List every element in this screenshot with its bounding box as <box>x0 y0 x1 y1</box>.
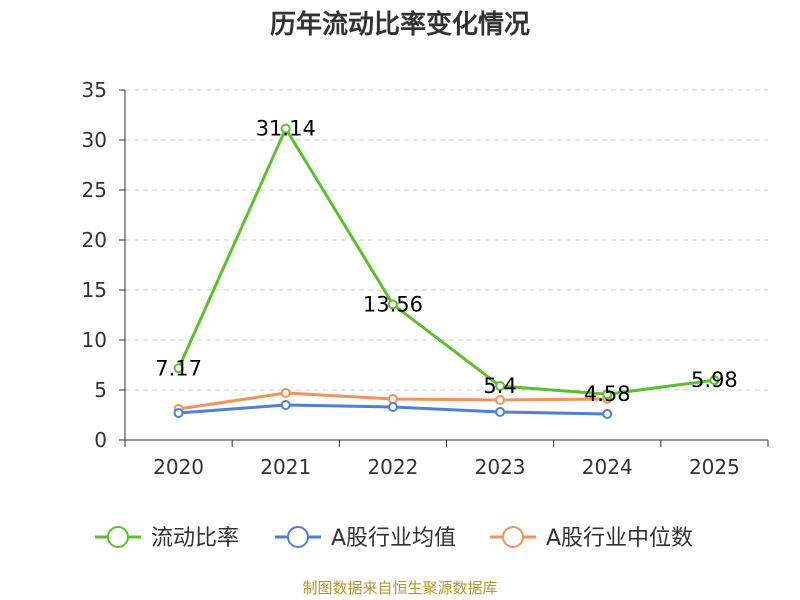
x-tick-label: 2024 <box>582 455 633 479</box>
data-labels: 7.17 31.14 13.56 5.4 4.58 5.98 <box>155 117 738 407</box>
legend-label: A股行业中位数 <box>546 526 693 551</box>
y-tick-label: 0 <box>94 428 107 452</box>
data-point <box>280 400 291 410</box>
y-tick-label: 25 <box>82 178 107 202</box>
series <box>173 123 720 419</box>
data-point <box>280 123 291 134</box>
data-point <box>495 381 506 391</box>
data-point <box>602 389 613 400</box>
legend-label: 流动比率 <box>151 526 239 551</box>
data-point <box>387 402 398 412</box>
grid-lines <box>125 89 768 391</box>
legend-item[interactable]: 流动比率 <box>95 526 239 551</box>
x-tick-label: 2025 <box>689 455 740 479</box>
legend-marker-icon <box>287 526 309 548</box>
x-tick-label: 2023 <box>475 455 526 479</box>
data-label: 13.56 <box>363 292 423 316</box>
data-point <box>387 394 398 404</box>
data-point <box>280 388 291 398</box>
series-line <box>177 127 715 396</box>
data-label: 7.17 <box>155 356 202 380</box>
data-point <box>173 408 184 418</box>
legend-item[interactable]: A股行业均值 <box>275 526 456 551</box>
legend-marker-icon <box>502 526 524 548</box>
legend: 流动比率 A股行业均值 A股行业中位数 <box>95 526 693 551</box>
x-tick-label: 2020 <box>153 455 204 479</box>
data-label: 4.58 <box>584 382 631 406</box>
footer-source: 制图数据来自恒生聚源数据库 <box>302 579 497 597</box>
legend-marker-icon <box>107 526 129 548</box>
y-tick-label: 10 <box>82 328 107 352</box>
y-tick-label: 35 <box>82 78 107 102</box>
legend-label: A股行业均值 <box>331 526 456 551</box>
data-point <box>709 375 720 386</box>
x-tick-label: 2022 <box>367 455 418 479</box>
data-point <box>387 299 398 310</box>
data-point <box>495 407 506 417</box>
y-tick-label: 30 <box>82 128 107 152</box>
y-tick-label: 5 <box>94 378 107 402</box>
y-tick-label: 20 <box>82 228 107 252</box>
data-point <box>173 363 184 374</box>
data-label: 5.98 <box>691 368 738 392</box>
x-tick-label: 2021 <box>260 455 311 479</box>
legend-item[interactable]: A股行业中位数 <box>490 526 693 551</box>
data-point <box>495 395 506 405</box>
y-tick-label: 15 <box>82 278 107 302</box>
data-label: 5.4 <box>483 374 516 398</box>
data-label: 31.14 <box>256 117 316 141</box>
data-point <box>602 409 613 419</box>
chart-title: 历年流动比率变化情况 <box>270 9 530 40</box>
